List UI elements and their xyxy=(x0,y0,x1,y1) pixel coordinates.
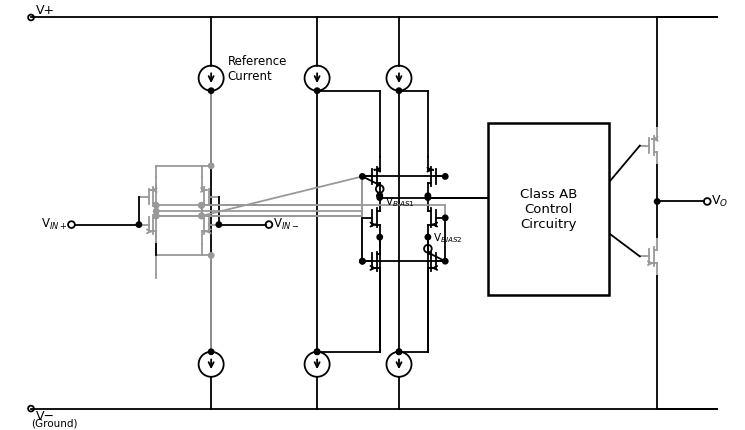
Circle shape xyxy=(360,258,365,264)
Circle shape xyxy=(443,215,448,221)
Circle shape xyxy=(360,174,365,179)
Circle shape xyxy=(425,234,431,240)
Circle shape xyxy=(209,163,214,169)
Circle shape xyxy=(396,349,402,354)
Text: V$_{IN+}$: V$_{IN+}$ xyxy=(41,217,68,232)
Text: V$_{BIAS1}$: V$_{BIAS1}$ xyxy=(384,195,414,209)
Circle shape xyxy=(216,222,221,227)
Circle shape xyxy=(377,195,382,200)
Text: Class AB
Control
Circuitry: Class AB Control Circuitry xyxy=(519,187,577,230)
Text: V$_{IN-}$: V$_{IN-}$ xyxy=(273,217,299,232)
Circle shape xyxy=(199,203,204,208)
Circle shape xyxy=(199,213,204,218)
Text: V$_O$: V$_O$ xyxy=(711,194,729,209)
Circle shape xyxy=(654,199,660,204)
Circle shape xyxy=(136,222,142,227)
Circle shape xyxy=(443,174,448,179)
Circle shape xyxy=(209,253,214,258)
Circle shape xyxy=(199,213,204,218)
Circle shape xyxy=(396,88,402,93)
Circle shape xyxy=(199,203,204,208)
Circle shape xyxy=(443,258,448,264)
Circle shape xyxy=(377,234,382,240)
Circle shape xyxy=(377,193,382,198)
Circle shape xyxy=(314,88,320,93)
Circle shape xyxy=(314,349,320,354)
Circle shape xyxy=(199,203,204,208)
Circle shape xyxy=(209,349,214,354)
Circle shape xyxy=(209,88,214,93)
Circle shape xyxy=(425,195,431,200)
Circle shape xyxy=(314,349,320,354)
Text: Reference
Current: Reference Current xyxy=(227,55,287,83)
Circle shape xyxy=(153,209,159,214)
Circle shape xyxy=(377,193,382,198)
Text: V−: V− xyxy=(36,409,55,423)
Circle shape xyxy=(425,193,431,198)
Circle shape xyxy=(153,203,159,208)
Text: (Ground): (Ground) xyxy=(31,418,77,428)
Text: V$_{BIAS2}$: V$_{BIAS2}$ xyxy=(433,231,463,245)
Circle shape xyxy=(360,258,365,264)
Circle shape xyxy=(396,349,402,354)
FancyBboxPatch shape xyxy=(488,123,609,295)
Circle shape xyxy=(153,213,159,218)
Text: V+: V+ xyxy=(36,3,55,16)
